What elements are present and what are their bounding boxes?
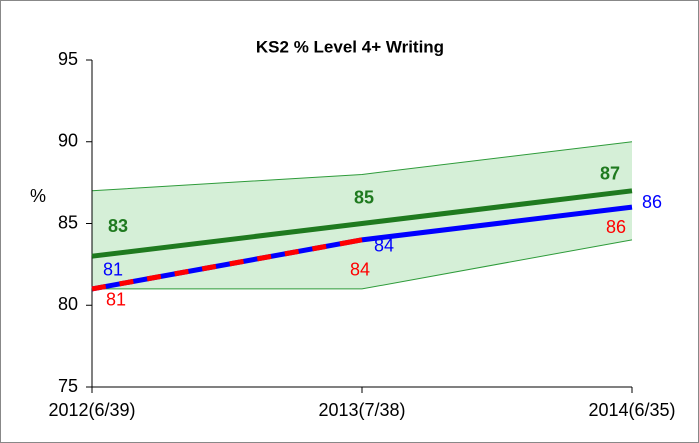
data-label: 84 bbox=[350, 260, 370, 280]
data-label: 83 bbox=[108, 216, 128, 236]
y-tick-label: 75 bbox=[58, 376, 78, 396]
data-label: 81 bbox=[106, 290, 126, 310]
x-tick-label: 2014(6/35) bbox=[588, 400, 675, 420]
data-label: 84 bbox=[374, 236, 394, 256]
band-lower bbox=[92, 239, 633, 290]
y-tick-label: 80 bbox=[58, 294, 78, 314]
data-label: 81 bbox=[103, 260, 123, 280]
series-line bbox=[91, 204, 633, 292]
band-area bbox=[92, 141, 632, 289]
x-tick-label: 2012(6/39) bbox=[48, 400, 135, 420]
data-label: 86 bbox=[642, 192, 662, 212]
band-upper bbox=[91, 141, 633, 192]
y-tick-label: 85 bbox=[58, 212, 78, 232]
data-label: 87 bbox=[600, 164, 620, 184]
x-tick-label: 2013(7/38) bbox=[318, 400, 405, 420]
y-tick-label: 95 bbox=[58, 49, 78, 69]
y-tick-label: 90 bbox=[58, 131, 78, 151]
data-label: 86 bbox=[606, 217, 626, 237]
chart-title: KS2 % Level 4+ Writing bbox=[256, 37, 444, 56]
data-label: 85 bbox=[354, 187, 374, 207]
y-axis-label: % bbox=[30, 186, 46, 206]
series-line bbox=[91, 188, 633, 259]
